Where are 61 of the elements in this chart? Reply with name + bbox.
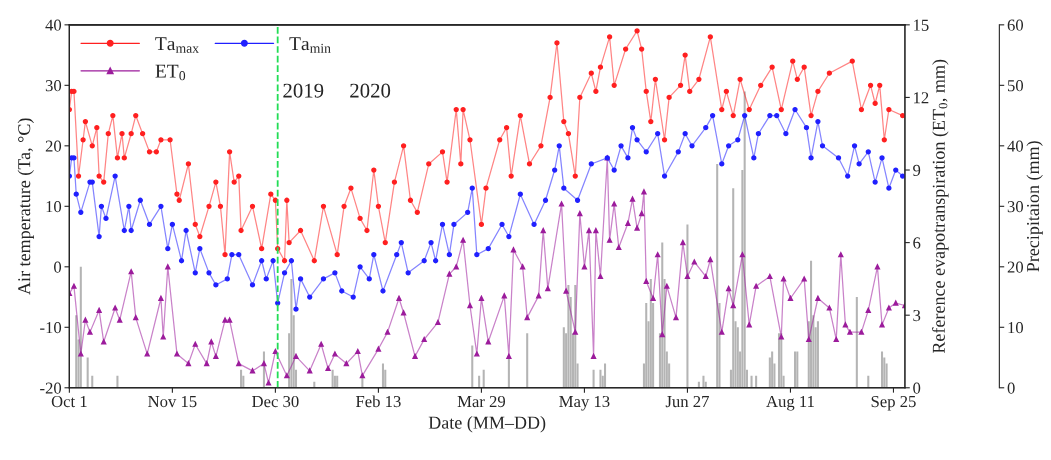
bar — [855, 297, 858, 388]
x-tick-label: Jun 27 — [665, 395, 709, 408]
x-tick-label: Mar 29 — [457, 395, 506, 408]
bar — [381, 363, 385, 388]
x-tick-label: Sep 25 — [871, 395, 916, 411]
bar — [562, 327, 565, 388]
y-tick-label: 20 — [45, 140, 62, 152]
bar — [645, 303, 648, 388]
y2-axis-title: Reference evapotranspiration (ET$_{0}$, mm) — [931, 59, 949, 354]
annotation: 2019 — [283, 83, 324, 98]
y2-tick-label: 9 — [913, 164, 921, 176]
y-tick-label: 0 — [54, 261, 62, 273]
y-tick-label: -20 — [40, 382, 62, 394]
y3-tick-label: 0 — [1007, 382, 1015, 394]
bar — [599, 369, 602, 388]
y3-tick-label: 50 — [1007, 80, 1024, 92]
bar — [716, 163, 719, 388]
x-tick-label: Oct 1 — [51, 395, 87, 408]
bar — [574, 284, 577, 388]
bar — [482, 369, 485, 388]
bar — [75, 315, 78, 388]
x-tick-label: Aug 11 — [766, 395, 814, 411]
y3-tick-label: 30 — [1007, 201, 1024, 213]
bar — [471, 345, 474, 388]
y2-tick-label: 3 — [913, 309, 921, 322]
legend-label: Ta$_{min}$ — [289, 37, 331, 53]
y3-tick-label: 40 — [1007, 140, 1024, 152]
x-tick-label: Dec 30 — [252, 395, 299, 408]
y2-tick-label: 15 — [914, 19, 929, 31]
bar — [732, 188, 735, 388]
legend-label: Ta$_{max}$ — [155, 37, 199, 53]
y-tick-label: 40 — [45, 19, 62, 31]
y2-tick-label: 12 — [914, 92, 929, 104]
y-tick-label: 10 — [46, 201, 62, 213]
x-tick-label: Feb 13 — [355, 395, 401, 408]
x-tick-label: Nov 15 — [148, 395, 197, 408]
y3-tick-label: 20 — [1007, 261, 1024, 273]
x-axis-title: Date (MM–DD) — [428, 416, 546, 433]
y2-tick-label: 0 — [913, 382, 921, 394]
y-tick-label: -10 — [40, 321, 62, 334]
bar — [604, 363, 607, 388]
y2-tick-label: 6 — [913, 237, 921, 249]
y3-axis-title: Precipitaion (mm) — [1026, 141, 1043, 272]
y-axis-title: Air temperature (Ta, °C) — [17, 118, 34, 295]
bar — [880, 351, 884, 388]
bar — [816, 321, 819, 388]
bar — [79, 266, 82, 388]
bar — [661, 242, 664, 388]
bar — [592, 369, 595, 388]
bar — [526, 333, 529, 388]
y-tick-label: 30 — [45, 80, 62, 92]
y3-tick-label: 10 — [1008, 321, 1024, 334]
x-tick-label: May 13 — [559, 395, 610, 411]
bar — [771, 351, 774, 388]
annotation: 2020 — [350, 83, 391, 98]
bar — [290, 278, 293, 388]
bar — [331, 369, 334, 388]
bar — [686, 224, 689, 388]
y3-tick-label: 60 — [1007, 19, 1024, 31]
bar — [86, 357, 89, 388]
legend-label: ET$_{0}$ — [155, 64, 186, 81]
